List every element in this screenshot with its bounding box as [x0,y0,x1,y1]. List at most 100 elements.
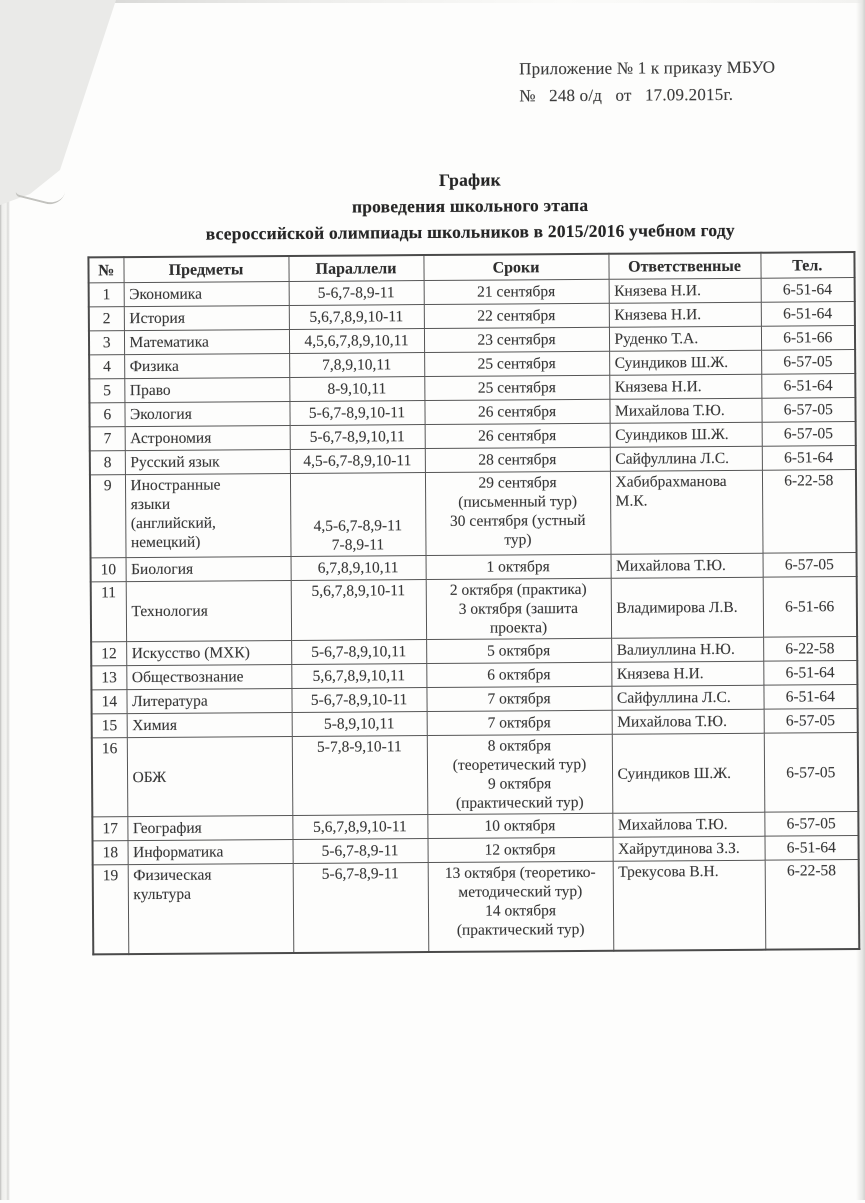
cell-phone: 6-22-58 [764,859,860,950]
cell-dates: 10 октября [427,813,613,839]
row-number: 4 [89,354,125,379]
document-title: График проведения школьного этапа всерос… [87,164,854,247]
cell-parallels: 5-6,7-8,9-11 [288,280,424,306]
cell-parallels: 4,5-6,7-8,9,10-11 [289,448,425,474]
cell-parallels: 7,8,9,10,11 [289,352,425,378]
cell-parallels: 5,6,7,8,9,10-11 [292,814,428,840]
cell-phone: 6-57-05 [761,397,856,423]
table-row: 19 Физическая культура 5-6,7-8,9-11 13 октя… [92,859,860,955]
cell-dates: 25 сентября [424,375,610,401]
cell-parallels: 8-9,10,11 [289,376,425,402]
row-number: 12 [91,641,127,666]
cell-parallels: 5-6,7-8,9,10,11 [291,639,427,665]
cell-subject: Информатика [127,839,293,865]
row-number: 10 [90,557,126,582]
cell-parallels: 5-6,7-8,9-11 [292,838,428,864]
cell-parallels: 5-7,8-9,10-11 [291,735,428,816]
cell-dates: 13 октября (теоретико- методический тур)… [427,861,614,953]
title-line-3: всероссийской олимпиады школьников в 201… [205,219,735,244]
cell-phone: 6-57-05 [763,732,859,813]
cell-responsible: Михайлова Т.Ю. [610,553,763,579]
cell-dates: 28 сентября [424,447,610,473]
cell-phone: 6-51-66 [760,325,856,351]
schedule-table: № Предметы Параллели Сроки Ответственные… [87,251,861,956]
cell-parallels: 6,7,8,9,10,11 [290,555,426,581]
cell-responsible: Хабибрахманова М.К. [609,470,763,555]
cell-subject: Биология [125,556,291,582]
row-number: 17 [92,816,128,841]
cell-phone: 6-22-58 [763,636,858,662]
cell-parallels: 5,6,7,8,9,10-11 [288,304,424,330]
cell-subject: Литература [126,688,292,714]
cell-dates: 25 сентября [424,351,610,377]
row-number: 16 [91,737,128,817]
cell-dates: 26 сентября [424,399,610,425]
row-number: 1 [88,282,124,307]
table-row: 9 Иностранные языки (английский, немецкий… [89,469,857,558]
cell-responsible: Руденко Т.А. [608,326,762,352]
row-number: 14 [91,689,127,714]
appendix-line-2: № 248 о/д от 17.09.2015г. [519,84,734,106]
cell-responsible: Суиндиков Ш.Ж. [609,422,762,448]
cell-phone: 6-51-64 [761,445,856,471]
cell-subject: Химия [126,712,292,738]
cell-responsible: Владимирова Л.В. [610,577,764,639]
cell-parallels: 5,6,7,8,9,10,11 [291,663,427,689]
cell-dates: 6 октября [426,662,612,688]
cell-responsible: Князева Н.И. [608,302,761,328]
cell-phone: 6-22-58 [761,469,857,554]
scan-left-edge [0,0,11,1200]
cell-subject: Технология [125,580,292,642]
cell-dates: 23 сентября [423,327,610,353]
cell-dates: 5 октября [426,638,612,664]
cell-subject: География [127,815,293,841]
cell-parallels: 5,6,7,8,9,10-11 [290,579,427,641]
cell-parallels: 4,5,6,7,8,9,10,11 [288,328,425,354]
cell-parallels: 5-6,7-8,9-11 [292,862,429,953]
cell-responsible: Суиндиков Ш.Ж. [611,733,765,814]
cell-subject: Физика [124,353,290,379]
table-row: 16 ОБЖ 5-7,8-9,10-11 8 октября (теоретическ… [91,732,859,817]
cell-dates: 22 сентября [423,303,609,329]
column-header-subjects: Предметы [123,255,289,283]
cell-phone: 6-51-64 [763,684,858,710]
cell-phone: 6-51-66 [762,576,858,638]
row-number: 9 [89,474,126,558]
row-number: 13 [91,665,127,690]
column-header-phone: Тел. [760,252,855,279]
cell-responsible: Хайрутдинова З.З. [612,836,765,862]
cell-parallels: 5-6,7-8,9,10-11 [291,687,427,713]
cell-subject: Экономика [123,281,289,307]
column-header-dates: Сроки [423,253,609,281]
cell-responsible: Суиндиков Ш.Ж. [609,350,762,376]
cell-dates: 21 сентября [423,279,609,305]
scan-right-edge [856,0,865,1200]
scan-top-edge [0,0,865,3]
cell-parallels: 5-8,9,10,11 [291,711,427,737]
cell-dates: 7 октября [426,686,612,712]
table-row: 11 Технология 5,6,7,8,9,10-11 2 октября (пр… [90,576,858,642]
cell-phone: 6-51-64 [760,301,855,327]
cell-dates: 1 октября [425,554,611,580]
row-number: 3 [88,330,125,355]
cell-responsible: Князева Н.И. [611,661,764,687]
cell-subject: Обществознание [126,664,292,690]
row-number: 2 [88,306,124,331]
cell-phone: 6-57-05 [761,421,856,447]
cell-responsible: Валиуллина Н.Ю. [611,637,764,663]
row-number: 18 [92,840,128,865]
row-number: 19 [92,864,129,955]
appendix-line-1: Приложение № 1 к приказу МБУО [519,57,776,79]
row-number: 11 [90,581,127,642]
cell-phone: 6-51-64 [763,660,858,686]
cell-responsible: Михайлова Т.Ю. [609,398,762,424]
cell-responsible: Князева Н.И. [608,278,761,304]
cell-phone: 6-57-05 [762,552,857,578]
row-number: 8 [89,450,125,475]
column-header-number: № [88,257,124,283]
column-header-parallels: Параллели [288,255,424,282]
cell-subject: Физическая культура [127,863,294,955]
cell-subject: Астрономия [124,425,290,451]
cell-responsible: Сайфуллина Л.С. [609,446,762,472]
cell-responsible: Трекусова В.Н. [612,860,766,951]
